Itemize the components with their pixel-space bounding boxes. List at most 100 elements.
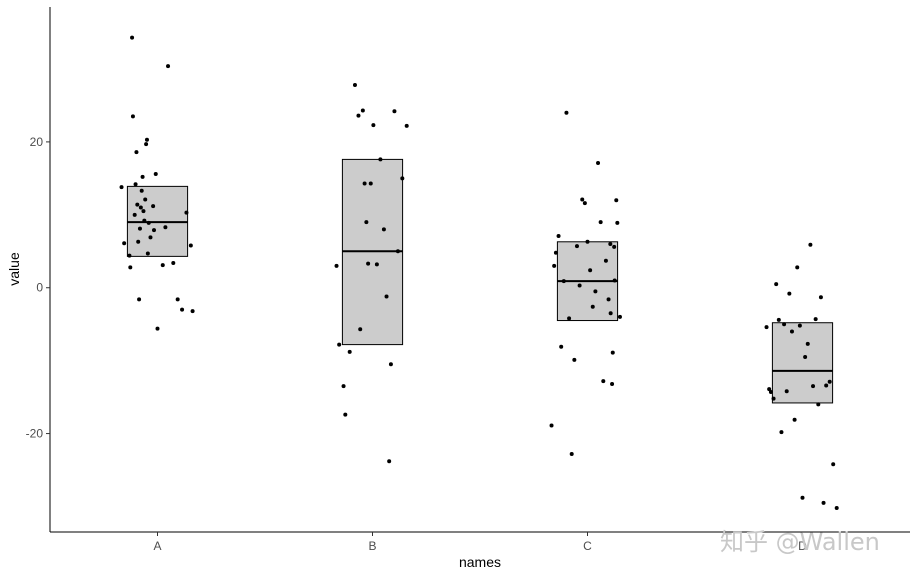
- data-point-C: [549, 423, 554, 428]
- data-point-A: [175, 297, 180, 302]
- data-point-A: [171, 260, 176, 265]
- data-point-D: [767, 387, 772, 392]
- data-point-B: [378, 157, 383, 162]
- data-point-D: [821, 500, 826, 505]
- data-point-A: [166, 64, 171, 69]
- data-point-A: [144, 137, 149, 142]
- data-point-D: [808, 242, 813, 247]
- data-point-C: [614, 198, 619, 203]
- data-point-C: [588, 268, 593, 273]
- data-point-D: [779, 430, 784, 435]
- box-layer: [126, 158, 834, 404]
- data-point-A: [130, 35, 135, 40]
- data-point-B: [404, 123, 409, 128]
- data-point-D: [831, 462, 836, 467]
- data-point-A: [127, 253, 132, 258]
- data-point-D: [792, 417, 797, 422]
- data-point-D: [776, 317, 781, 322]
- data-point-A: [184, 210, 189, 215]
- data-point-C: [617, 314, 622, 319]
- data-point-C: [606, 297, 611, 302]
- watermark-text: 知乎 @Wallen: [720, 528, 880, 556]
- data-point-C: [585, 239, 590, 244]
- data-point-D: [784, 389, 789, 394]
- data-point-A: [122, 241, 127, 246]
- data-point-B: [392, 109, 397, 114]
- data-point-C: [590, 304, 595, 309]
- data-point-C: [612, 278, 617, 283]
- x-axis-title: names: [459, 554, 501, 570]
- data-point-A: [142, 218, 147, 223]
- x-tick-label: C: [583, 539, 592, 553]
- data-point-D: [813, 317, 818, 322]
- x-ticks: A B C D: [153, 532, 807, 553]
- data-point-A: [138, 205, 143, 210]
- data-point-C: [601, 379, 606, 384]
- data-point-B: [364, 220, 369, 225]
- data-point-A: [119, 185, 124, 190]
- data-point-C: [561, 279, 566, 284]
- data-point-A: [137, 297, 142, 302]
- data-point-C: [598, 220, 603, 225]
- data-point-C: [593, 289, 598, 294]
- data-point-A: [151, 228, 156, 233]
- data-point-B: [400, 176, 405, 181]
- data-point-B: [388, 362, 393, 367]
- data-point-A: [130, 114, 135, 119]
- data-point-C: [610, 381, 615, 386]
- data-point-A: [132, 212, 137, 217]
- data-point-C: [569, 451, 574, 456]
- data-point-D: [824, 383, 829, 388]
- data-point-C: [559, 344, 564, 349]
- data-point-D: [827, 379, 832, 384]
- point-layer: [119, 35, 839, 510]
- data-point-D: [803, 355, 808, 359]
- data-point-C: [572, 357, 577, 362]
- data-point-A: [140, 174, 145, 179]
- x-tick-label: D: [798, 539, 807, 553]
- data-point-B: [374, 262, 379, 267]
- data-point-B: [358, 327, 363, 332]
- data-point-A: [155, 326, 160, 331]
- data-point-C: [553, 250, 558, 255]
- data-point-B: [337, 342, 342, 347]
- data-point-C: [603, 258, 608, 263]
- data-point-D: [834, 505, 839, 510]
- data-point-D: [800, 495, 805, 500]
- data-point-D: [787, 291, 792, 296]
- data-point-A: [146, 220, 151, 225]
- data-point-D: [816, 402, 821, 407]
- data-point-B: [384, 294, 389, 299]
- data-point-C: [564, 110, 569, 115]
- data-point-C: [556, 233, 561, 238]
- data-point-B: [395, 249, 400, 254]
- data-point-D: [789, 329, 794, 334]
- data-point-A: [163, 225, 168, 230]
- data-point-D: [797, 323, 802, 328]
- data-point-C: [580, 197, 585, 202]
- data-point-A: [160, 263, 165, 268]
- data-point-A: [190, 309, 195, 314]
- data-point-D: [811, 384, 816, 389]
- data-point-D: [764, 325, 769, 330]
- data-point-D: [774, 282, 779, 287]
- data-point-C: [608, 311, 613, 316]
- data-point-D: [768, 390, 773, 394]
- data-point-A: [151, 204, 156, 209]
- data-point-B: [334, 263, 339, 268]
- data-point-C: [567, 316, 572, 321]
- data-point-B: [381, 227, 386, 232]
- data-point-B: [368, 181, 373, 186]
- data-point-A: [134, 150, 139, 155]
- data-point-C: [552, 263, 557, 268]
- data-point-C: [574, 244, 579, 249]
- data-point-C: [582, 201, 587, 206]
- data-point-C: [596, 161, 601, 166]
- data-point-A: [136, 239, 141, 244]
- x-tick-label: B: [368, 539, 376, 553]
- data-point-B: [341, 384, 346, 389]
- data-point-D: [795, 265, 800, 270]
- data-point-B: [360, 108, 365, 113]
- y-ticks: -20 0 20: [26, 135, 50, 441]
